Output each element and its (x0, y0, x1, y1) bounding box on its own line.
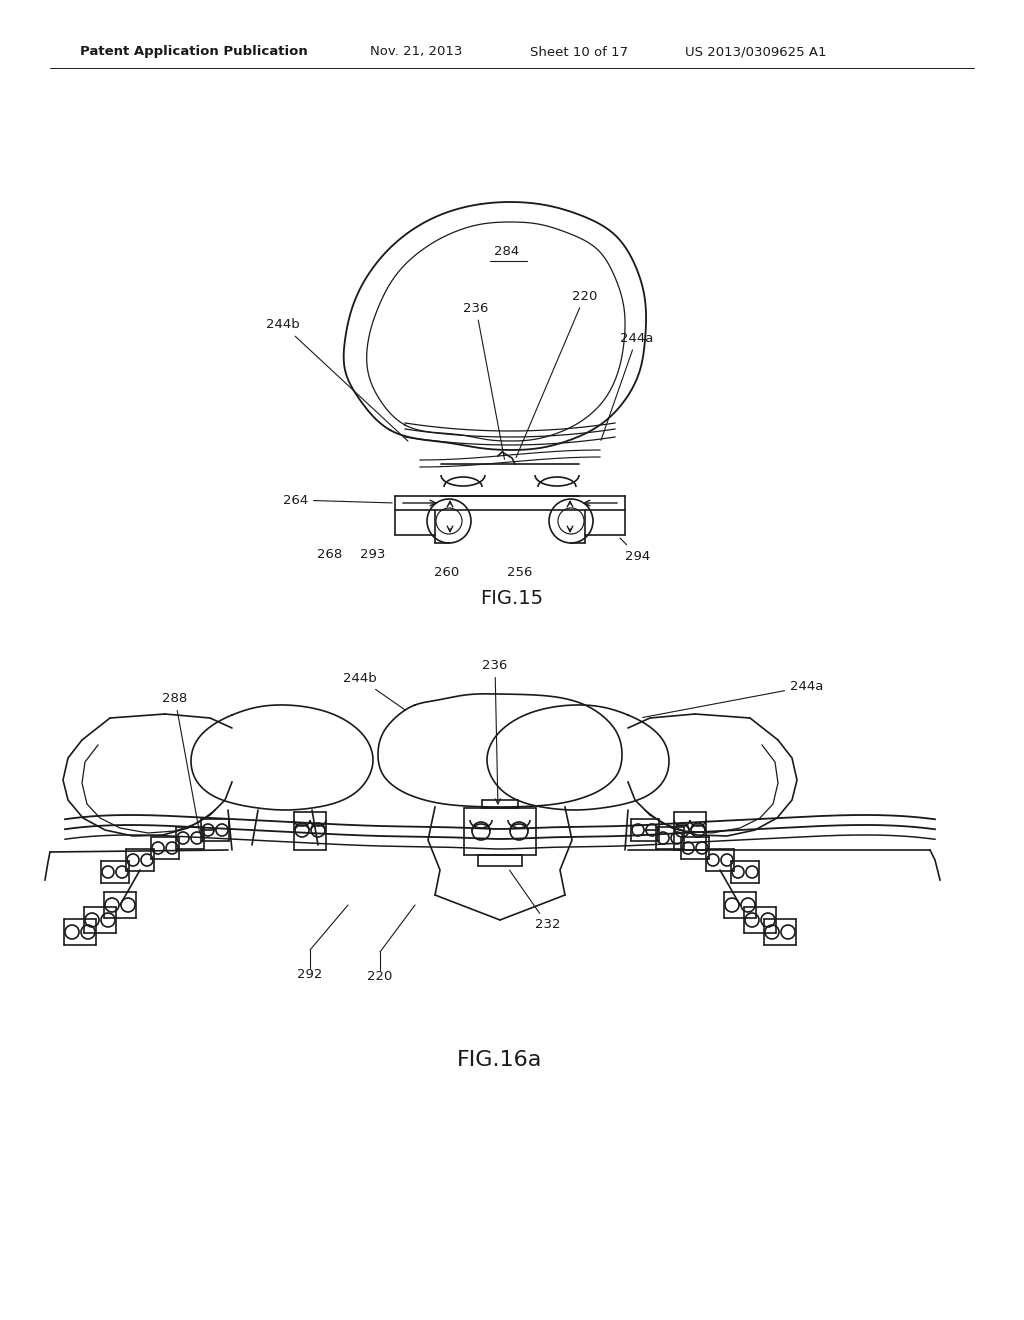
Text: 232: 232 (510, 870, 560, 932)
Text: 244b: 244b (343, 672, 406, 710)
Text: 244a: 244a (601, 331, 653, 441)
Text: 293: 293 (360, 549, 385, 561)
Text: 288: 288 (163, 692, 200, 833)
Text: 236: 236 (463, 301, 505, 459)
Text: FIG.16a: FIG.16a (458, 1049, 543, 1071)
Text: 264: 264 (283, 494, 392, 507)
Text: 256: 256 (507, 565, 532, 578)
Text: 220: 220 (368, 970, 392, 983)
Text: Nov. 21, 2013: Nov. 21, 2013 (370, 45, 463, 58)
Text: US 2013/0309625 A1: US 2013/0309625 A1 (685, 45, 826, 58)
Text: 220: 220 (516, 289, 597, 458)
Text: 244b: 244b (266, 318, 408, 441)
Text: 284: 284 (495, 246, 519, 257)
Text: 268: 268 (316, 549, 342, 561)
Text: Sheet 10 of 17: Sheet 10 of 17 (530, 45, 628, 58)
Text: 244a: 244a (643, 680, 823, 718)
Text: 292: 292 (297, 969, 323, 982)
Text: 260: 260 (434, 565, 460, 578)
Text: 236: 236 (482, 659, 508, 804)
Text: Patent Application Publication: Patent Application Publication (80, 45, 308, 58)
Text: 294: 294 (620, 539, 650, 562)
Text: FIG.15: FIG.15 (480, 589, 544, 607)
